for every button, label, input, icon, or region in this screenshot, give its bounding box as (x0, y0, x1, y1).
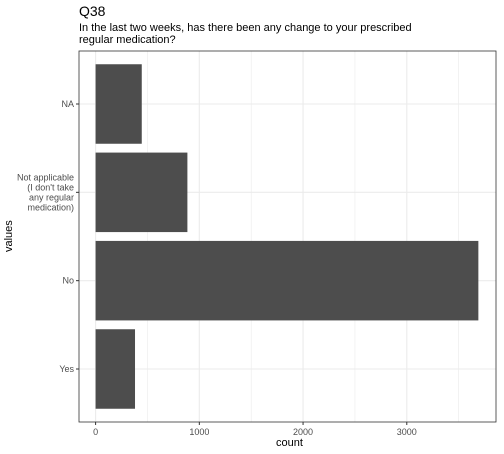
bar (95, 152, 188, 233)
axes: 0 1000 2000 3000 NA Not applicable (I don't ta… (17, 99, 417, 437)
y-tick-label: Not applicable (I don't take any regular me… (17, 172, 74, 212)
panel-border (78, 50, 497, 423)
x-tick-label: 3000 (397, 427, 417, 437)
bar (95, 64, 142, 144)
chart-subtitle: In the last two weeks, has there been an… (79, 22, 412, 46)
y-tick-label: Yes (59, 364, 74, 374)
x-tick-label: 1000 (189, 427, 209, 437)
bars (95, 64, 479, 409)
bar (95, 240, 479, 321)
chart-title: Q38 (79, 3, 106, 19)
y-tick-label: No (62, 276, 74, 286)
x-tick-label: 0 (93, 427, 98, 437)
x-tick-label: 2000 (293, 427, 313, 437)
y-tick-label: NA (61, 99, 74, 109)
bar (95, 329, 136, 409)
x-axis-label: count (276, 437, 303, 449)
